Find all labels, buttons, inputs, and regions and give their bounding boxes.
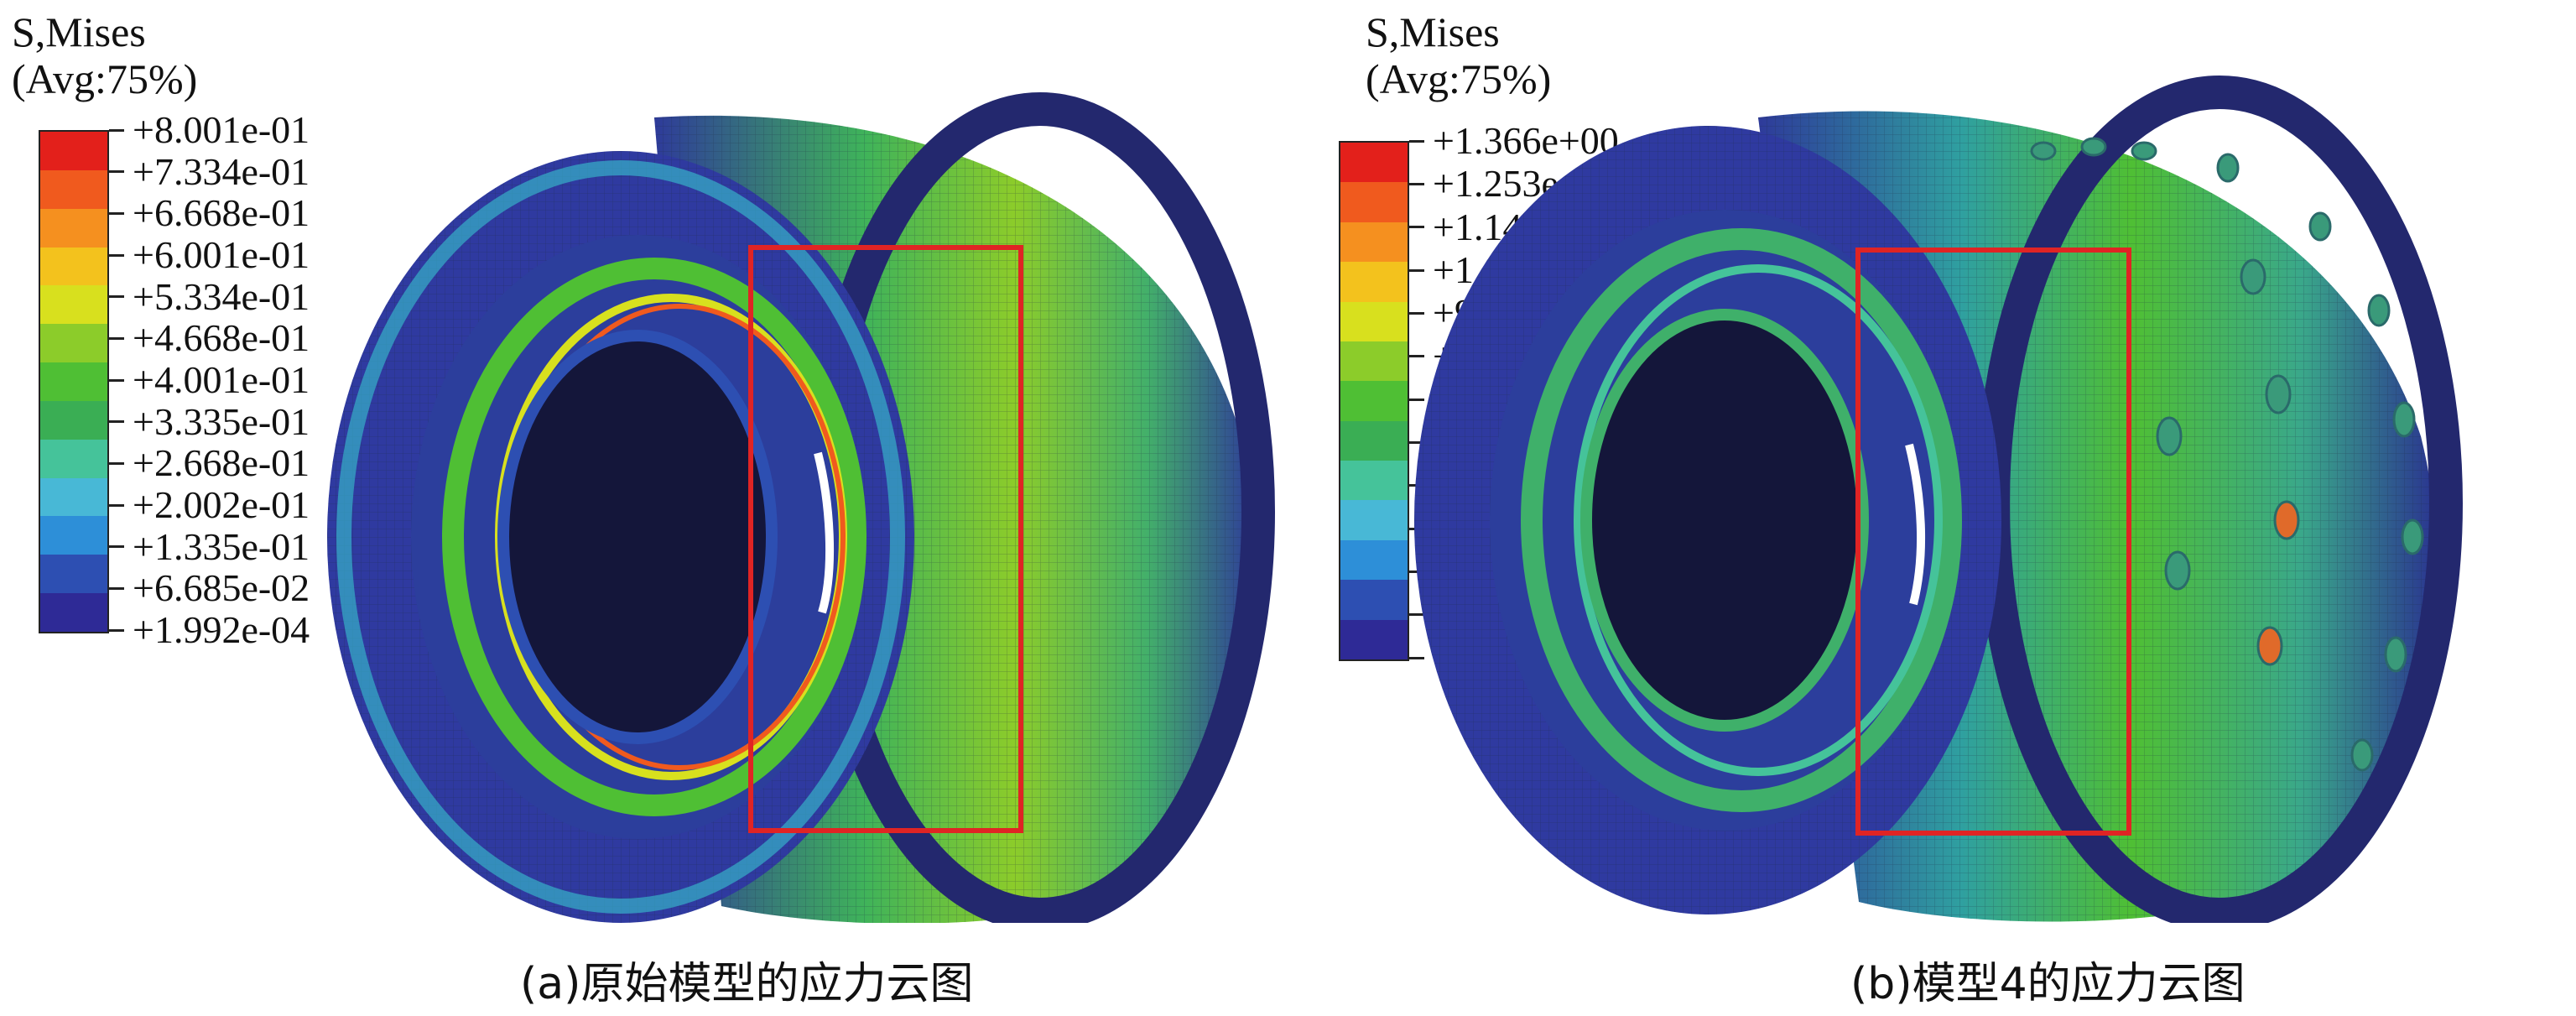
- legend-tick: +4.668e-01: [109, 317, 310, 359]
- colorbar-swatch: [1340, 619, 1408, 659]
- tick-mark: [109, 128, 124, 132]
- tick-mark: [1409, 440, 1424, 444]
- tick-mark: [1409, 311, 1424, 315]
- legend-tick: +8.001e-01: [109, 109, 310, 151]
- colorbar-swatch: [40, 477, 107, 517]
- tick-label: +6.685e-02: [133, 566, 310, 610]
- colorbar-swatch: [1340, 262, 1408, 302]
- tick-mark: [1409, 139, 1424, 143]
- colorbar-swatch: [40, 362, 107, 401]
- figure-caption: (b)模型4的应力云图: [1850, 959, 2246, 1009]
- tick-mark: [109, 461, 124, 465]
- legend-title-line1: S,Mises: [12, 8, 146, 55]
- tick-mark: [1409, 182, 1424, 185]
- legend-tick: +4.001e-01: [109, 359, 310, 401]
- colorbar-swatch: [40, 208, 107, 247]
- legend-title: S,Mises (Avg:75%): [1366, 8, 1551, 102]
- colorbar-swatch: [1340, 420, 1408, 461]
- colorbar-swatch: [1340, 580, 1408, 620]
- legend-title-line2: (Avg:75%): [12, 55, 198, 102]
- stress-contour-model-4: [1414, 76, 2463, 923]
- colorbar-swatch: [1340, 341, 1408, 382]
- tick-label: +4.668e-01: [133, 316, 310, 360]
- tick-mark: [109, 628, 124, 632]
- tick-label: +3.335e-01: [133, 399, 310, 443]
- cylinder-bore: [1586, 315, 1863, 726]
- colorbar-swatch: [40, 400, 107, 440]
- tick-label: +6.001e-01: [133, 233, 310, 276]
- legend-tick: +6.685e-02: [109, 567, 310, 609]
- colorbar-swatch: [1340, 500, 1408, 540]
- tick-mark: [109, 170, 124, 174]
- legend-tick: +5.334e-01: [109, 274, 310, 318]
- legend-title-line1: S,Mises: [1366, 8, 1500, 55]
- tick-label: +2.668e-01: [133, 441, 310, 485]
- colorbar-swatch: [40, 555, 107, 594]
- colorbar-swatch: [1340, 539, 1408, 581]
- legend-title: S,Mises (Avg:75%): [12, 8, 197, 102]
- colorbar-swatch: [40, 247, 107, 286]
- tick-label: +4.001e-01: [133, 358, 310, 401]
- highlight-region-box: [748, 245, 1023, 833]
- perforation-holes: [2030, 137, 2424, 772]
- tick-mark: [1409, 613, 1424, 617]
- colorbar-swatch: [40, 593, 107, 632]
- colorbar-swatch: [40, 516, 107, 555]
- legend-tick: +3.335e-01: [109, 399, 310, 443]
- colorbar-swatch: [40, 324, 107, 363]
- tick-label: +8.001e-01: [133, 108, 310, 151]
- tick-label: +2.002e-01: [133, 483, 310, 526]
- panel-model-4: S,Mises (Avg:75%) +1.366e+00+1.253e+00+1…: [1288, 0, 2576, 1016]
- legend-tick: +1.992e-04: [109, 609, 310, 651]
- colorbar-swatch: [40, 169, 107, 209]
- stress-contour-original: [327, 92, 1275, 923]
- colorbar-swatch: [1340, 182, 1408, 222]
- tick-mark: [1409, 226, 1424, 229]
- tick-label: +1.366e+00: [1433, 119, 1619, 162]
- tick-label: +1.992e-04: [133, 608, 310, 651]
- colorbar-swatch: [1340, 221, 1408, 263]
- legend-tick: +6.668e-01: [109, 192, 310, 234]
- colorbar-swatch: [40, 285, 107, 325]
- legend-tick: +1.335e-01: [109, 524, 310, 568]
- figure-caption: (a)原始模型的应力云图: [520, 959, 974, 1009]
- tick-mark: [109, 420, 124, 424]
- legend-tick: +1.366e+00: [1409, 120, 1619, 162]
- legend-colorbar: [1339, 141, 1409, 661]
- legend-tick: +7.334e-01: [109, 149, 310, 193]
- tick-mark: [109, 503, 124, 507]
- legend-tick: +2.002e-01: [109, 484, 310, 526]
- colorbar-swatch: [1340, 301, 1408, 341]
- colorbar-swatch: [40, 132, 107, 170]
- tick-mark: [1409, 355, 1424, 358]
- colorbar-swatch: [40, 439, 107, 478]
- legend-title-line2: (Avg:75%): [1366, 55, 1552, 102]
- tick-mark: [109, 378, 124, 382]
- tick-mark: [109, 336, 124, 340]
- colorbar-swatch: [1340, 381, 1408, 421]
- legend-tick: +2.668e-01: [109, 442, 310, 484]
- cylinder-bore: [503, 336, 772, 738]
- tick-mark: [1409, 398, 1424, 401]
- tick-label: +5.334e-01: [133, 274, 310, 318]
- tick-label: +7.334e-01: [133, 149, 310, 193]
- tick-mark: [109, 586, 124, 590]
- tick-mark: [109, 545, 124, 549]
- tick-mark: [1409, 268, 1424, 272]
- tick-label: +1.335e-01: [133, 524, 310, 568]
- tick-mark: [109, 253, 124, 257]
- legend-colorbar: [39, 130, 109, 633]
- colorbar-swatch: [1340, 461, 1408, 501]
- colorbar-swatch: [1340, 143, 1408, 183]
- tick-label: +6.668e-01: [133, 191, 310, 235]
- tick-mark: [109, 295, 124, 299]
- tick-mark: [109, 211, 124, 215]
- panel-original-model: S,Mises (Avg:75%) +8.001e-01 +7.334e-01 +6…: [12, 8, 1275, 1009]
- legend-tick: +6.001e-01: [109, 234, 310, 276]
- highlight-region-box: [1855, 247, 2131, 836]
- tick-mark: [1409, 656, 1424, 659]
